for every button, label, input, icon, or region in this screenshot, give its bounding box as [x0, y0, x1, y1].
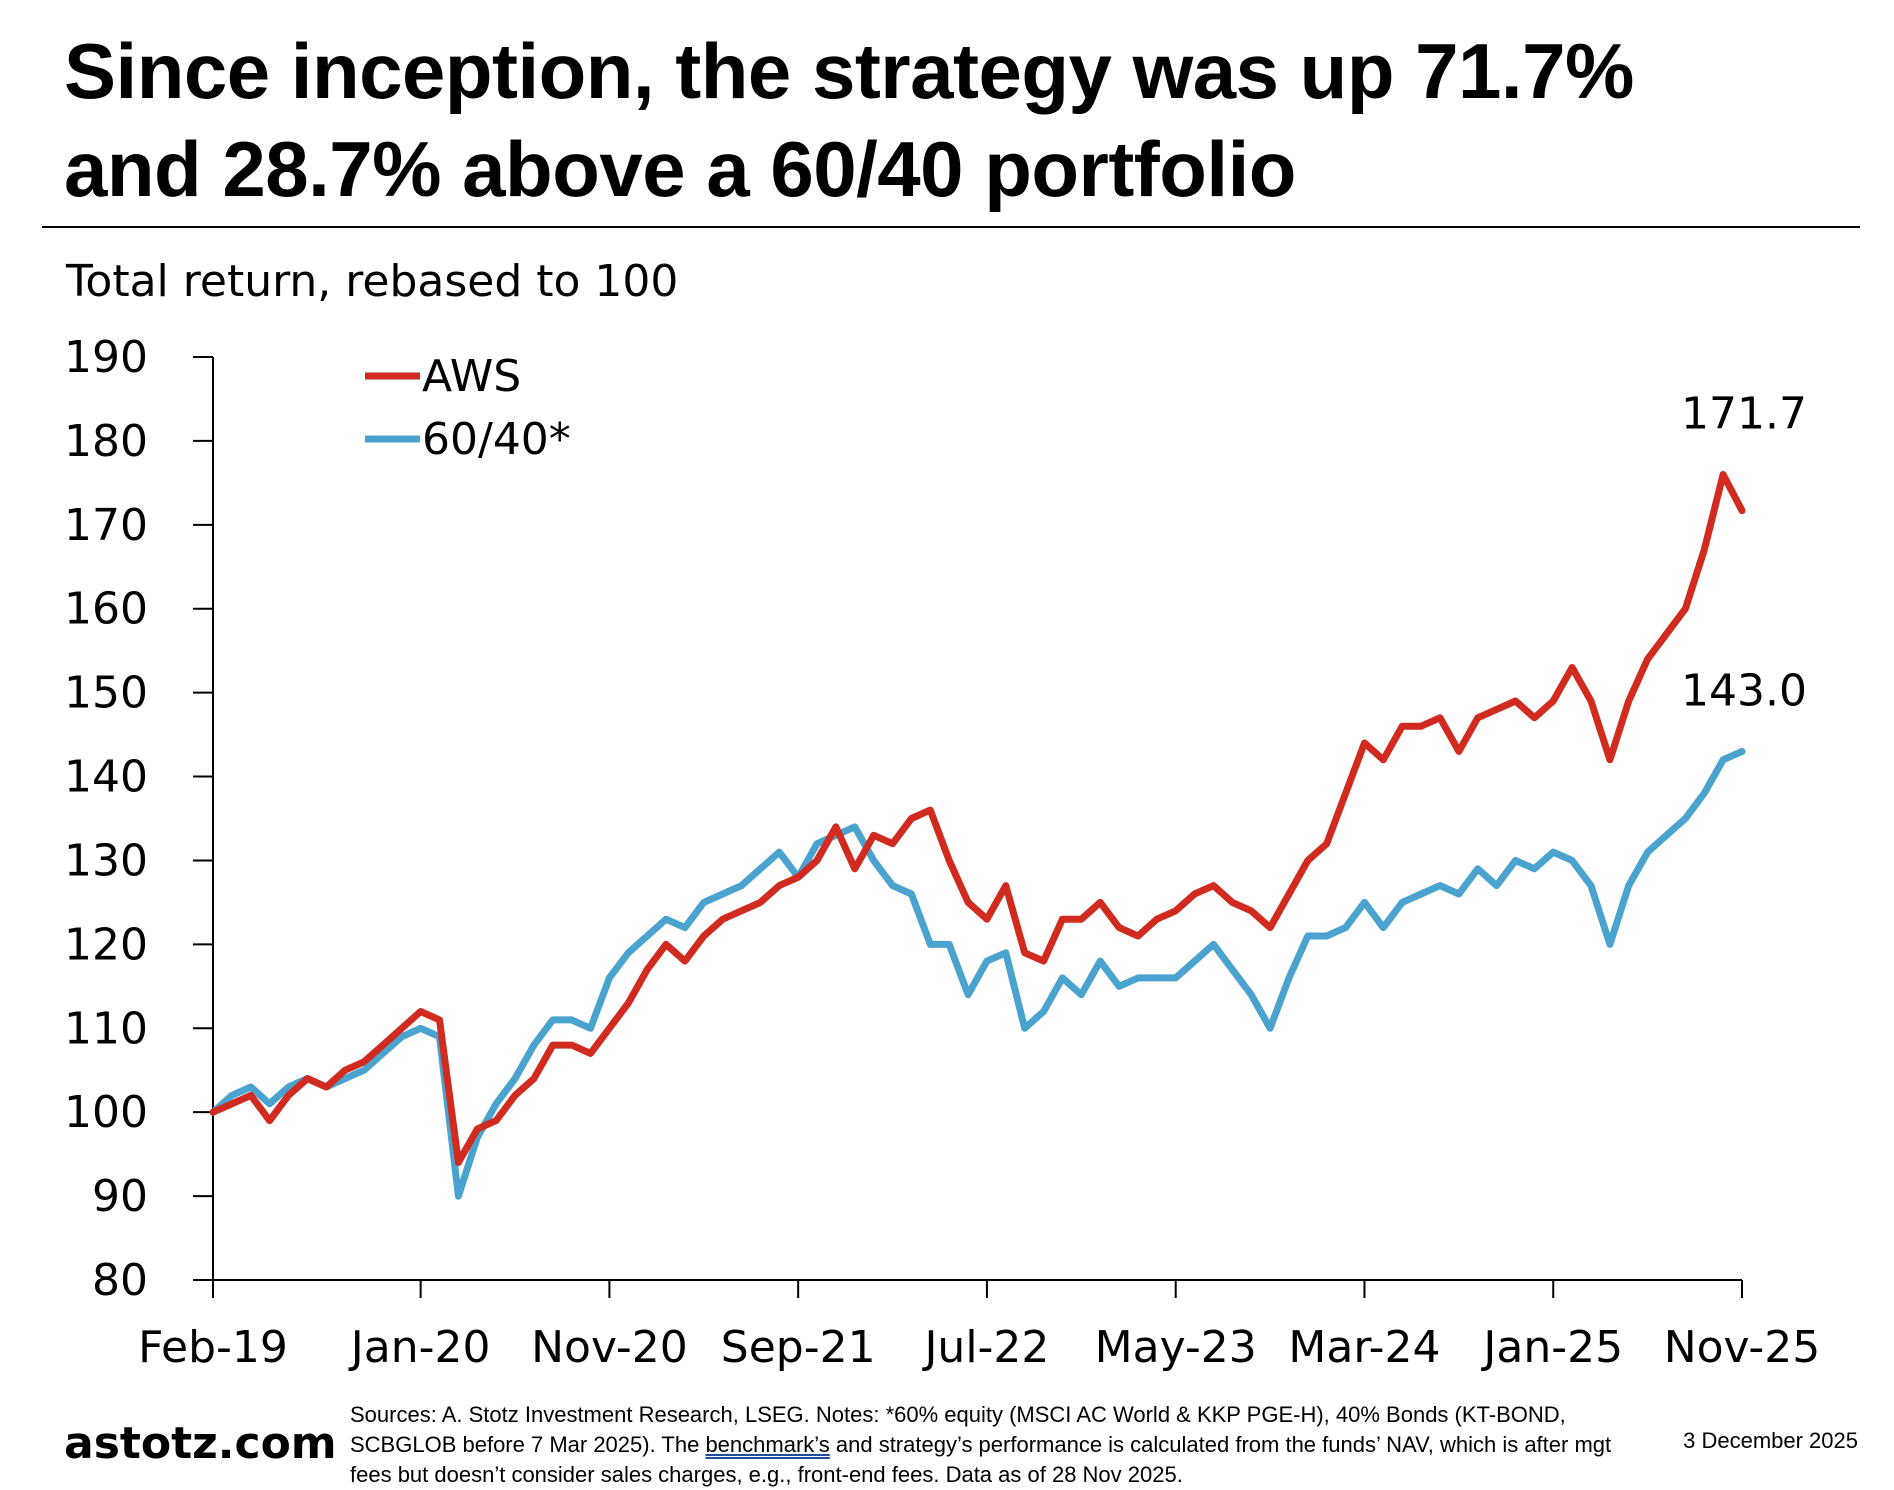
headline-line-1: Since inception, the strategy was up 71.… [64, 27, 1634, 115]
series-line-0 [209, 471, 1746, 1166]
y-tick-label: 160 [64, 584, 148, 635]
x-tick-label: Sep-21 [721, 1322, 876, 1373]
series-layer [209, 471, 1746, 1200]
y-tick-label: 190 [64, 332, 148, 383]
x-tick-label: Nov-25 [1664, 1322, 1821, 1373]
end-value-label-1: 143.0 [1681, 665, 1807, 716]
y-axis-label: Total return, rebased to 100 [65, 256, 678, 307]
headline: Since inception, the strategy was up 71.… [64, 22, 1824, 218]
legend: AWS 60/40* [365, 351, 571, 465]
x-tick-label: Jan-25 [1480, 1322, 1623, 1373]
legend-label-1: 60/40* [422, 414, 571, 465]
headline-line-2: and 28.7% above a 60/40 portfolio [64, 125, 1296, 213]
y-tick-label: 170 [64, 500, 148, 551]
notes-underlined: benchmark’s [705, 1432, 830, 1457]
y-tick-label: 100 [64, 1087, 148, 1138]
x-tick-label: May-23 [1095, 1322, 1257, 1373]
x-tick-label: Jul-22 [921, 1322, 1049, 1373]
y-tick-label: 110 [64, 1003, 148, 1054]
notes-text-1: Sources: A. Stotz Investment Research, L… [350, 1402, 1566, 1457]
line-chart: Total return, rebased to 100 80 90 100 110 1… [64, 256, 1820, 1373]
brand-logo: astotz.com [64, 1418, 337, 1469]
report-date: 3 December 2025 [1683, 1428, 1858, 1453]
y-tick-label: 130 [64, 835, 148, 886]
y-tick-label: 180 [64, 416, 148, 467]
y-tick-label: 80 [92, 1255, 148, 1306]
end-value-label-0: 171.7 [1681, 389, 1807, 440]
legend-label-0: AWS [422, 351, 521, 402]
y-tick-label: 120 [64, 919, 148, 970]
source-notes: Sources: A. Stotz Investment Research, L… [350, 1400, 1620, 1490]
x-tick-label: Mar-24 [1288, 1322, 1440, 1373]
y-tick-label: 140 [64, 752, 148, 803]
x-tick-label: Jan-20 [348, 1322, 491, 1373]
x-tick-label: Feb-19 [138, 1322, 288, 1373]
y-tick-label: 150 [64, 668, 148, 719]
y-tick-label: 90 [92, 1171, 148, 1222]
x-tick-label: Nov-20 [531, 1322, 688, 1373]
notes-text-2: and strategy’s performance is calculated… [350, 1432, 1612, 1487]
end-labels: 171.7 143.0 [1681, 389, 1807, 717]
headline-divider [42, 226, 1860, 228]
series-line-1 [209, 747, 1746, 1200]
axes: 80 90 100 110 120 130 140 150 160 170 180 190 Feb-19… [64, 332, 1820, 1373]
